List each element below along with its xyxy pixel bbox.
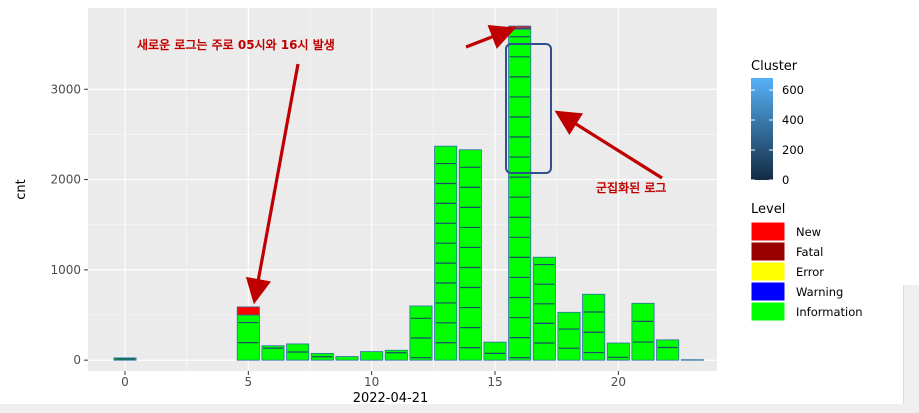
y-tick-label: 2000 (50, 173, 81, 187)
bar-group (310, 352, 334, 361)
arrow-to-hour-16 (465, 24, 516, 49)
bar-group (286, 343, 310, 361)
bar-group (606, 342, 630, 361)
y-axis-title: cnt (14, 179, 29, 199)
cluster-legend: Cluster 0 200 400 600 (751, 59, 804, 187)
bar-information (508, 28, 532, 361)
bar-information (656, 339, 680, 361)
bottom-strip (0, 404, 919, 413)
bar-group (434, 145, 458, 361)
x-tick-label: 10 (364, 375, 379, 389)
bars (113, 25, 704, 361)
bar-group (458, 149, 482, 361)
cluster-colorbar (751, 78, 773, 180)
bar-group (113, 357, 137, 361)
bar-information (680, 359, 704, 361)
level-label-error: Error (796, 265, 824, 279)
bar-information (582, 293, 606, 361)
level-swatch-new (750, 221, 786, 242)
arrow-to-hour-5 (245, 63, 300, 305)
bar-group (483, 341, 507, 361)
bar-group (360, 351, 384, 361)
cluster-tick-label: 400 (782, 113, 804, 127)
bar-information (335, 356, 359, 361)
annotation-clustered-logs: 군집화된 로그 (596, 180, 666, 195)
x-tick-label: 5 (245, 375, 253, 389)
y-axis-ticks: 0 1000 2000 3000 (50, 82, 88, 367)
arrow-to-cluster (554, 110, 663, 180)
annotation-new-logs: 새로운 로그는 주로 05시와 16시 발생 (137, 37, 335, 52)
bar-group (582, 293, 606, 361)
bar-group (508, 25, 532, 361)
x-tick-label: 0 (121, 375, 129, 389)
scrollbar-track[interactable] (903, 285, 919, 413)
bar-group (532, 256, 556, 361)
level-legend: Level New Fatal Error Warning Information (750, 202, 863, 322)
bar-information (261, 345, 285, 361)
level-legend-items: New Fatal Error Warning Information (750, 221, 863, 322)
level-label-warning: Warning (796, 285, 843, 299)
bar-group (236, 306, 260, 361)
y-tick-label: 0 (73, 353, 81, 367)
cluster-tick-label: 200 (782, 143, 804, 157)
bar-information (631, 302, 655, 361)
x-axis-title: 2022-04-21 (353, 391, 429, 406)
bar-group (557, 311, 581, 361)
y-tick-label: 1000 (50, 263, 81, 277)
x-axis-ticks: 0 5 10 15 20 (121, 371, 626, 389)
bar-information (409, 305, 433, 361)
bar-information (606, 342, 630, 361)
cluster-tick-label: 600 (782, 83, 804, 97)
y-tick-label: 3000 (50, 82, 81, 96)
x-tick-label: 15 (487, 375, 502, 389)
bar-group (631, 302, 655, 361)
plot-panel (88, 8, 717, 371)
bar-group (384, 349, 408, 361)
bar-information (236, 314, 260, 361)
level-swatch-information (750, 301, 786, 322)
x-tick-label: 20 (611, 375, 626, 389)
bar-group (680, 359, 704, 361)
highlight-box (505, 43, 552, 174)
bar-new (508, 25, 532, 29)
bar-group (335, 356, 359, 361)
level-label-information: Information (796, 305, 863, 319)
cluster-legend-title: Cluster (751, 59, 798, 74)
bar-group (409, 305, 433, 361)
bar-information (360, 351, 384, 361)
bar-new (236, 306, 260, 316)
level-legend-title: Level (751, 202, 785, 217)
bar-information (483, 341, 507, 361)
level-swatch-error (750, 261, 786, 282)
annotation-arrows (245, 24, 663, 305)
bar-information (532, 256, 556, 361)
bar-group (261, 345, 285, 361)
level-label-fatal: Fatal (796, 245, 823, 259)
cluster-colorbar-ticks: 0 200 400 600 (751, 83, 804, 187)
grid-lines (88, 8, 717, 371)
level-swatch-warning (750, 281, 786, 302)
bar-information (434, 145, 458, 361)
bar-information (384, 349, 408, 361)
bar-information (557, 311, 581, 361)
cluster-tick-label: 0 (782, 173, 789, 187)
bar-information (458, 149, 482, 361)
level-swatch-fatal (750, 241, 786, 262)
bar-group (656, 339, 680, 361)
level-label-new: New (796, 225, 821, 239)
